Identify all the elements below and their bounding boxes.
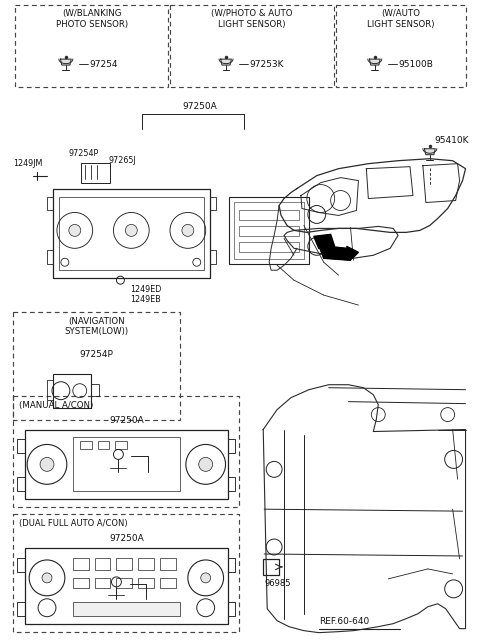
Text: (W/AUTO
LIGHT SENSOR): (W/AUTO LIGHT SENSOR): [367, 10, 434, 29]
Bar: [116, 442, 127, 449]
Bar: [229, 197, 309, 264]
Circle shape: [69, 224, 81, 237]
Bar: [80, 442, 92, 449]
Bar: [160, 578, 176, 588]
Text: (MANUAL A/CON): (MANUAL A/CON): [19, 401, 94, 410]
Text: 1249ED: 1249ED: [130, 285, 162, 294]
Text: 97265J: 97265J: [108, 156, 136, 165]
Bar: [81, 163, 110, 183]
Text: 97254: 97254: [90, 60, 118, 69]
Bar: [47, 197, 53, 210]
Text: 97253K: 97253K: [250, 60, 284, 69]
Bar: [170, 5, 334, 87]
Bar: [53, 374, 91, 408]
Circle shape: [40, 458, 54, 471]
Polygon shape: [319, 246, 353, 260]
Bar: [138, 578, 154, 588]
Bar: [160, 558, 176, 570]
Text: 95410K: 95410K: [435, 137, 469, 146]
Text: 1249EB: 1249EB: [130, 295, 161, 304]
Bar: [73, 438, 180, 491]
Bar: [228, 440, 236, 453]
Polygon shape: [60, 59, 71, 65]
Bar: [117, 558, 132, 570]
Bar: [13, 312, 180, 420]
Bar: [228, 478, 236, 491]
Bar: [336, 5, 466, 87]
Bar: [13, 514, 240, 631]
Bar: [73, 602, 180, 616]
Text: 97250A: 97250A: [109, 534, 144, 543]
Bar: [210, 250, 216, 264]
Polygon shape: [221, 59, 231, 65]
Bar: [228, 558, 236, 572]
Text: REF.60-640: REF.60-640: [319, 617, 369, 626]
Circle shape: [42, 573, 52, 583]
Circle shape: [125, 224, 137, 237]
Bar: [13, 395, 240, 507]
Polygon shape: [314, 235, 335, 248]
Bar: [117, 578, 132, 588]
Text: 97254P: 97254P: [80, 350, 114, 359]
Bar: [240, 226, 299, 237]
Bar: [73, 558, 89, 570]
Circle shape: [182, 224, 194, 237]
Bar: [59, 197, 204, 271]
Polygon shape: [424, 149, 435, 154]
Bar: [263, 559, 279, 575]
Bar: [25, 429, 228, 499]
Bar: [210, 197, 216, 210]
Bar: [17, 602, 25, 616]
Text: 97250A: 97250A: [182, 102, 216, 111]
Polygon shape: [370, 59, 380, 65]
Text: 97254P: 97254P: [69, 149, 99, 158]
Bar: [95, 578, 110, 588]
Bar: [15, 5, 168, 87]
Text: (W/PHOTO & AUTO
LIGHT SENSOR): (W/PHOTO & AUTO LIGHT SENSOR): [211, 10, 292, 29]
Text: 95100B: 95100B: [398, 60, 433, 69]
Text: (W/BLANKING
PHOTO SENSOR): (W/BLANKING PHOTO SENSOR): [56, 10, 128, 29]
Text: (DUAL FULL AUTO A/CON): (DUAL FULL AUTO A/CON): [19, 519, 128, 528]
Circle shape: [199, 458, 213, 471]
Text: (NAVIGATION
SYSTEM(LOW)): (NAVIGATION SYSTEM(LOW)): [64, 317, 129, 337]
Bar: [234, 201, 304, 259]
Bar: [240, 210, 299, 221]
Bar: [53, 188, 210, 278]
Bar: [228, 602, 236, 616]
Bar: [25, 548, 228, 624]
Bar: [73, 578, 89, 588]
Polygon shape: [347, 246, 359, 258]
Bar: [47, 379, 53, 399]
Bar: [17, 558, 25, 572]
Bar: [47, 250, 53, 264]
Bar: [240, 242, 299, 253]
Text: 1249JM: 1249JM: [13, 159, 43, 168]
Circle shape: [201, 573, 211, 583]
Bar: [97, 442, 109, 449]
Bar: [95, 558, 110, 570]
Bar: [138, 558, 154, 570]
Text: 97250A: 97250A: [109, 415, 144, 424]
Bar: [17, 478, 25, 491]
Text: 96985: 96985: [264, 579, 291, 588]
Bar: [17, 440, 25, 453]
Bar: [91, 384, 98, 395]
